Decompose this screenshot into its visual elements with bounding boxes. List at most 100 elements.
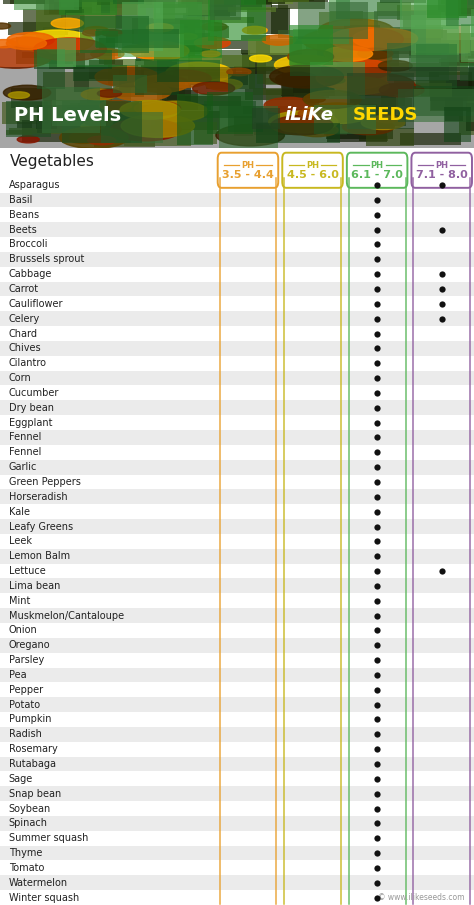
Bar bbox=[414, 0, 461, 14]
Bar bbox=[113, 0, 144, 5]
Text: Oregano: Oregano bbox=[9, 640, 50, 651]
Bar bbox=[289, 25, 333, 64]
Text: 4.5 - 6.0: 4.5 - 6.0 bbox=[287, 170, 338, 180]
Bar bbox=[0, 623, 474, 638]
Bar bbox=[67, 0, 85, 29]
Circle shape bbox=[155, 70, 211, 88]
Text: Chard: Chard bbox=[9, 329, 37, 338]
Bar bbox=[417, 43, 457, 88]
Bar bbox=[0, 252, 474, 267]
Bar bbox=[132, 18, 194, 44]
Circle shape bbox=[361, 116, 405, 129]
Bar bbox=[0, 682, 474, 697]
Circle shape bbox=[121, 114, 194, 138]
Bar bbox=[369, 63, 439, 77]
Bar bbox=[74, 66, 89, 92]
Circle shape bbox=[321, 59, 392, 81]
Bar bbox=[54, 0, 118, 11]
Bar bbox=[198, 5, 262, 10]
Bar bbox=[97, 0, 152, 5]
Bar bbox=[0, 831, 474, 845]
Circle shape bbox=[378, 61, 412, 71]
Bar bbox=[383, 30, 447, 54]
Bar bbox=[18, 122, 32, 129]
Bar bbox=[80, 16, 149, 52]
Bar bbox=[102, 50, 121, 56]
Text: Radish: Radish bbox=[9, 729, 41, 739]
Bar bbox=[306, 39, 369, 49]
Circle shape bbox=[166, 62, 232, 83]
Bar bbox=[331, 107, 384, 121]
Circle shape bbox=[144, 76, 165, 82]
Bar bbox=[0, 223, 474, 237]
Circle shape bbox=[51, 18, 83, 28]
Bar bbox=[23, 9, 84, 33]
Circle shape bbox=[206, 79, 242, 91]
Circle shape bbox=[269, 111, 338, 133]
Bar bbox=[6, 101, 51, 138]
Text: Beans: Beans bbox=[9, 210, 39, 220]
Bar bbox=[370, 44, 389, 53]
Bar bbox=[177, 94, 212, 146]
Bar bbox=[456, 8, 474, 14]
Text: Leafy Greens: Leafy Greens bbox=[9, 521, 73, 531]
Text: Eggplant: Eggplant bbox=[9, 417, 52, 427]
Bar bbox=[203, 0, 272, 5]
Bar bbox=[190, 56, 213, 65]
Bar bbox=[206, 69, 255, 89]
Bar bbox=[461, 24, 474, 62]
Text: Vegetables: Vegetables bbox=[9, 154, 94, 169]
Bar bbox=[460, 62, 474, 81]
Bar bbox=[0, 386, 474, 400]
Circle shape bbox=[368, 83, 398, 92]
Bar bbox=[54, 0, 116, 2]
Bar bbox=[244, 0, 292, 4]
Bar bbox=[344, 25, 380, 36]
Bar bbox=[173, 69, 236, 76]
Bar bbox=[268, 0, 309, 2]
Bar bbox=[0, 638, 474, 653]
Bar bbox=[465, 40, 474, 58]
Bar bbox=[326, 124, 392, 139]
Bar bbox=[468, 52, 474, 58]
Bar bbox=[42, 88, 100, 133]
Bar bbox=[465, 102, 474, 131]
Text: © www.ilikeseeds.com: © www.ilikeseeds.com bbox=[378, 893, 465, 902]
Circle shape bbox=[282, 114, 307, 122]
Text: Carrot: Carrot bbox=[9, 284, 39, 294]
Bar bbox=[394, 83, 452, 97]
Bar bbox=[182, 14, 215, 22]
Bar bbox=[347, 73, 414, 129]
Text: Onion: Onion bbox=[9, 625, 37, 635]
Circle shape bbox=[85, 118, 113, 127]
Bar bbox=[290, 37, 353, 76]
Bar bbox=[319, 13, 378, 36]
Bar bbox=[210, 0, 241, 20]
Bar bbox=[168, 33, 210, 52]
Text: Rosemary: Rosemary bbox=[9, 744, 57, 754]
Bar bbox=[256, 42, 325, 62]
Bar bbox=[49, 0, 92, 14]
Circle shape bbox=[178, 33, 197, 40]
Bar bbox=[324, 66, 346, 83]
Bar bbox=[0, 757, 474, 771]
Bar bbox=[62, 101, 142, 143]
Text: Parsley: Parsley bbox=[9, 655, 44, 665]
Bar bbox=[93, 127, 126, 141]
Bar bbox=[52, 100, 106, 126]
Bar bbox=[281, 109, 347, 133]
Bar bbox=[106, 30, 134, 43]
Bar bbox=[387, 43, 449, 81]
Bar bbox=[283, 65, 320, 78]
Bar bbox=[0, 400, 474, 415]
Bar bbox=[0, 519, 474, 534]
Bar bbox=[335, 106, 382, 126]
Text: PH Levels: PH Levels bbox=[14, 106, 121, 125]
Circle shape bbox=[353, 28, 418, 49]
Bar bbox=[144, 43, 176, 69]
Bar bbox=[268, 111, 289, 125]
Bar bbox=[403, 10, 441, 38]
Bar bbox=[0, 311, 474, 326]
Bar bbox=[325, 130, 346, 135]
Circle shape bbox=[295, 123, 338, 137]
